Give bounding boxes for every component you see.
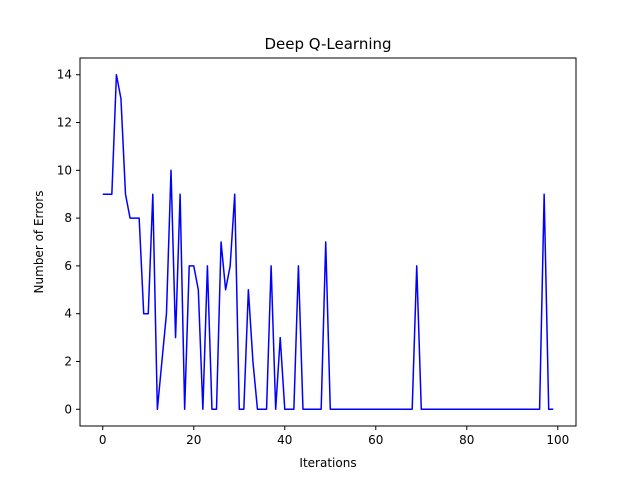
series-line-0 <box>102 73 554 411</box>
chart-title: Deep Q-Learning <box>264 35 391 53</box>
x-tick-label: 40 <box>277 433 292 447</box>
y-tick-label: 14 <box>57 68 72 82</box>
x-tick-label: 80 <box>459 433 474 447</box>
y-tick-label: 10 <box>57 163 72 177</box>
axes-frame <box>79 57 577 427</box>
plot-area: 0 20 40 60 80 100 0 2 4 6 8 10 12 14 <box>57 57 577 447</box>
x-axis-label: Iterations <box>299 456 356 470</box>
y-tick-label: 0 <box>64 402 72 416</box>
x-tick-label: 20 <box>186 433 201 447</box>
x-tick-label: 60 <box>368 433 383 447</box>
y-axis-label: Number of Errors <box>32 191 46 294</box>
y-tick-label: 12 <box>57 116 72 130</box>
y-tick-label: 4 <box>64 307 72 321</box>
y-tick-label: 2 <box>64 354 72 368</box>
x-tick-label: 100 <box>546 433 569 447</box>
x-tick-label: 0 <box>99 433 107 447</box>
y-tick-label: 8 <box>64 211 72 225</box>
y-tick-label: 6 <box>64 259 72 273</box>
